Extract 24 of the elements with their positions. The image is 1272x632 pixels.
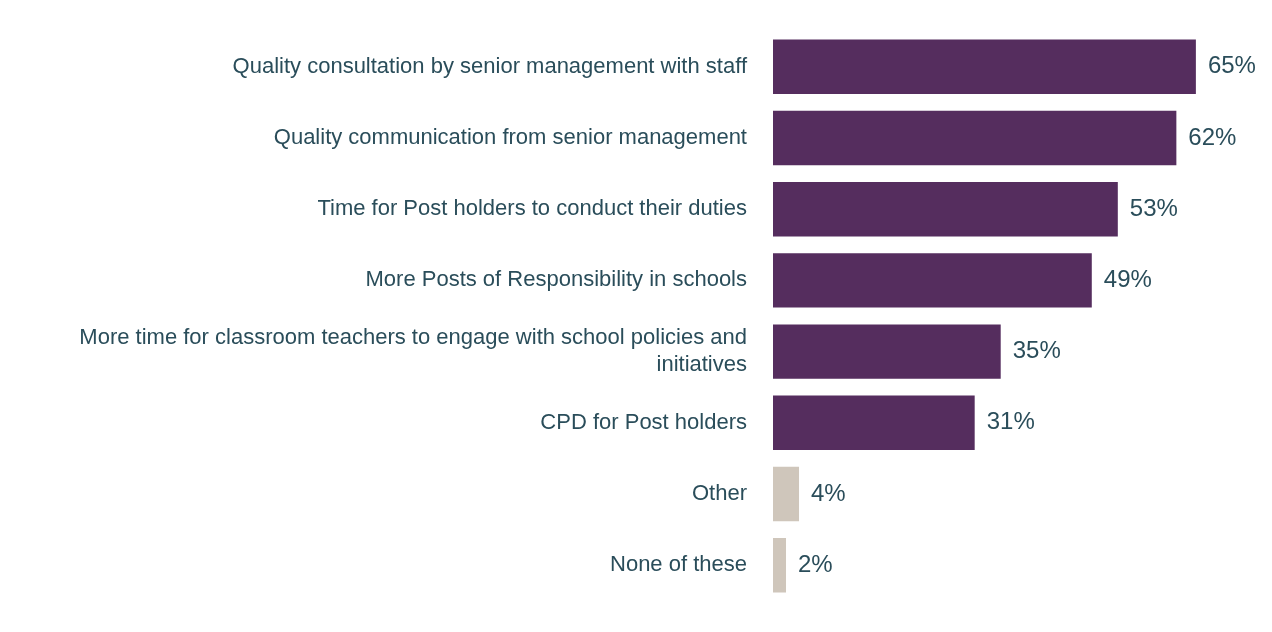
data-label: 53% — [1129, 193, 1178, 221]
bar — [773, 324, 1001, 379]
data-label: 35% — [1012, 336, 1061, 364]
data-label: 2% — [798, 549, 833, 577]
data-label: 31% — [986, 407, 1035, 435]
y-tick-label: Time for Post holders to conduct their duties — [317, 195, 747, 221]
data-label: 62% — [1188, 122, 1237, 150]
data-label: 49% — [1103, 265, 1152, 293]
bar — [773, 39, 1196, 95]
bar — [773, 537, 787, 593]
bar — [773, 253, 1092, 308]
data-label: 65% — [1207, 51, 1256, 79]
bar — [773, 466, 800, 522]
y-tick-label: CPD for Post holders — [540, 408, 747, 434]
bar — [773, 395, 975, 451]
y-tick-label: Quality communication from senior management — [273, 124, 747, 150]
y-tick-label: More time for classroom teachers to engage with school policies and initiatives — [79, 324, 747, 376]
y-tick-label: Other — [691, 480, 747, 506]
y-tick-label: More Posts of Responsibility in schools — [365, 266, 747, 292]
y-tick-label: Quality consultation by senior management with staff — [232, 52, 748, 78]
bar — [773, 181, 1118, 237]
y-tick-label: None of these — [610, 551, 747, 577]
data-label: 4% — [811, 478, 846, 506]
bar — [773, 110, 1177, 166]
